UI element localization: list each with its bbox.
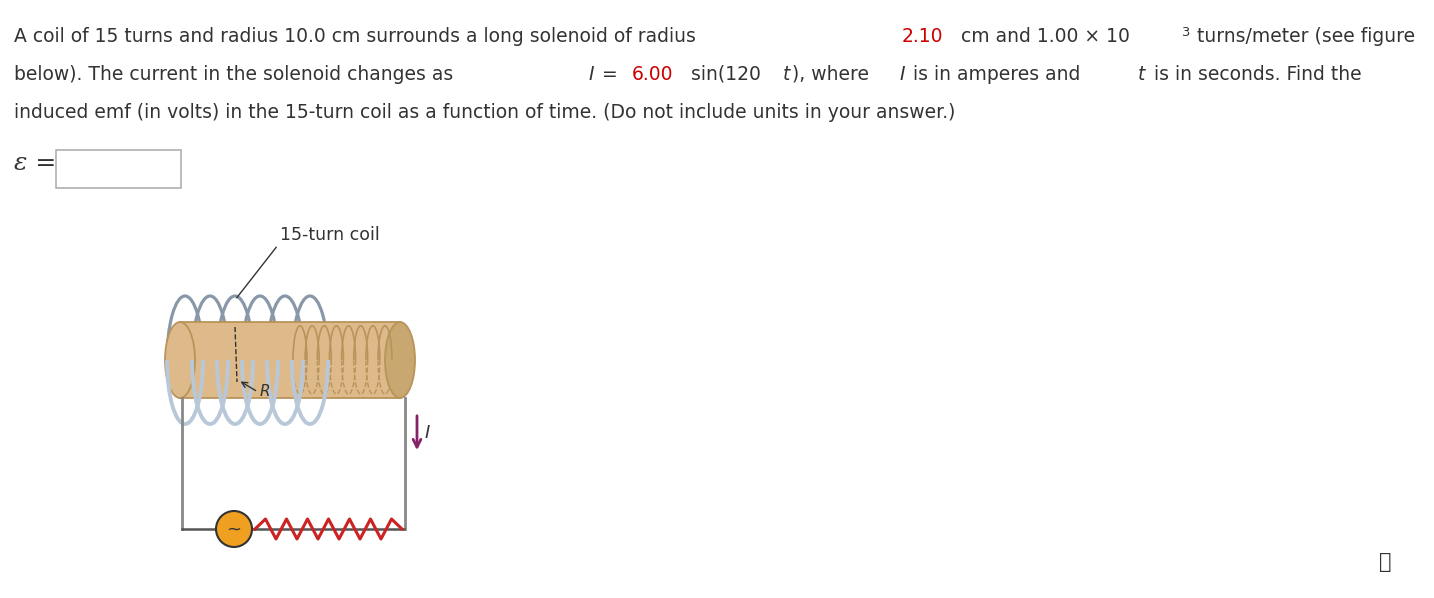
Text: ⓘ: ⓘ xyxy=(1378,552,1391,572)
Text: t: t xyxy=(783,65,790,84)
Text: turns/meter (see figure: turns/meter (see figure xyxy=(1192,27,1415,46)
Text: induced emf (in volts) in the 15-turn coil as a function of time. (Do not includ: induced emf (in volts) in the 15-turn co… xyxy=(14,103,955,122)
Text: I: I xyxy=(899,65,905,84)
Ellipse shape xyxy=(384,322,414,398)
Text: I: I xyxy=(588,65,594,84)
Text: I: I xyxy=(424,424,430,442)
Text: ε =: ε = xyxy=(14,152,56,175)
Text: sin(120: sin(120 xyxy=(685,65,761,84)
Text: 6.00: 6.00 xyxy=(631,65,673,84)
Text: =: = xyxy=(595,65,624,84)
Circle shape xyxy=(217,511,252,547)
Text: 3: 3 xyxy=(1180,26,1189,39)
Text: cm and 1.00 × 10: cm and 1.00 × 10 xyxy=(955,27,1130,46)
Text: 2.10: 2.10 xyxy=(902,27,944,46)
Text: below). The current in the solenoid changes as: below). The current in the solenoid chan… xyxy=(14,65,459,84)
Ellipse shape xyxy=(165,322,195,398)
Text: ~: ~ xyxy=(227,521,241,539)
Text: is in seconds. Find the: is in seconds. Find the xyxy=(1147,65,1361,84)
Bar xyxy=(181,322,400,398)
Text: ), where: ), where xyxy=(793,65,875,84)
Text: t: t xyxy=(1139,65,1146,84)
Text: is in amperes and: is in amperes and xyxy=(906,65,1086,84)
Text: A coil of 15 turns and radius 10.0 cm surrounds a long solenoid of radius: A coil of 15 turns and radius 10.0 cm su… xyxy=(14,27,701,46)
Text: 15-turn coil: 15-turn coil xyxy=(280,226,380,244)
Text: R: R xyxy=(260,385,271,399)
Bar xyxy=(56,150,181,188)
